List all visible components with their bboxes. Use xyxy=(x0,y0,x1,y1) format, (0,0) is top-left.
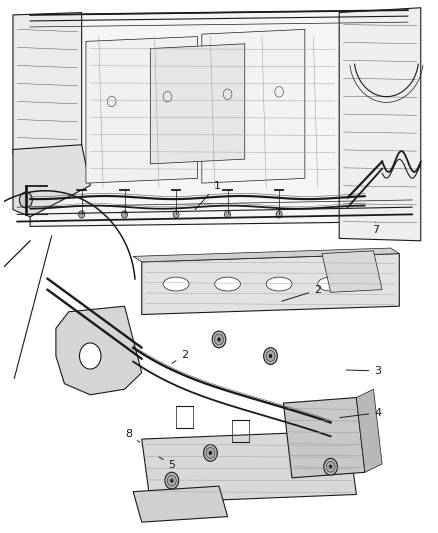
Polygon shape xyxy=(283,398,365,478)
Polygon shape xyxy=(133,248,399,262)
Text: 2: 2 xyxy=(172,350,188,363)
Polygon shape xyxy=(13,13,81,154)
Polygon shape xyxy=(142,254,399,314)
Circle shape xyxy=(79,211,85,218)
Circle shape xyxy=(173,211,179,218)
Circle shape xyxy=(266,351,275,361)
Polygon shape xyxy=(133,486,228,522)
Circle shape xyxy=(167,475,176,486)
Circle shape xyxy=(80,343,101,369)
Text: 1: 1 xyxy=(195,181,220,209)
Circle shape xyxy=(159,497,168,508)
Polygon shape xyxy=(322,251,382,293)
Circle shape xyxy=(208,451,212,455)
Circle shape xyxy=(215,334,223,345)
Polygon shape xyxy=(357,389,382,472)
Circle shape xyxy=(225,211,230,218)
Circle shape xyxy=(269,354,272,358)
Circle shape xyxy=(326,462,335,472)
Circle shape xyxy=(206,448,215,458)
Text: 5: 5 xyxy=(159,457,175,470)
Polygon shape xyxy=(150,44,245,164)
Polygon shape xyxy=(202,29,305,183)
Text: 7: 7 xyxy=(372,222,379,235)
Circle shape xyxy=(19,192,32,208)
Circle shape xyxy=(204,445,217,461)
Polygon shape xyxy=(13,144,90,217)
Text: 3: 3 xyxy=(346,366,381,376)
Circle shape xyxy=(165,472,179,489)
Circle shape xyxy=(217,337,221,342)
Circle shape xyxy=(162,500,165,505)
Ellipse shape xyxy=(215,277,240,291)
Circle shape xyxy=(156,495,170,511)
Ellipse shape xyxy=(163,277,189,291)
Ellipse shape xyxy=(318,277,343,291)
Ellipse shape xyxy=(266,277,292,291)
Polygon shape xyxy=(86,37,198,183)
Circle shape xyxy=(122,211,127,218)
Circle shape xyxy=(276,211,282,218)
Circle shape xyxy=(170,479,173,483)
Polygon shape xyxy=(30,10,408,227)
Circle shape xyxy=(324,458,337,475)
Polygon shape xyxy=(339,8,421,241)
Polygon shape xyxy=(56,306,142,395)
Text: 2: 2 xyxy=(282,285,321,301)
Polygon shape xyxy=(142,431,357,503)
Circle shape xyxy=(264,348,277,365)
Circle shape xyxy=(329,465,332,469)
Circle shape xyxy=(212,331,226,348)
Text: 4: 4 xyxy=(340,408,381,418)
Text: 8: 8 xyxy=(125,429,140,442)
